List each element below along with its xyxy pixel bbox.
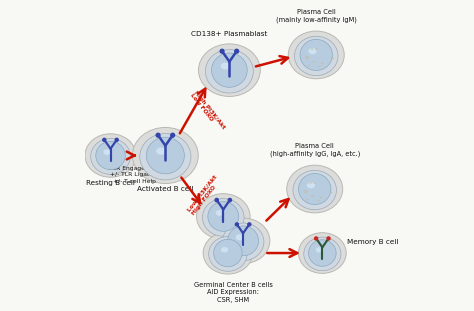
- Ellipse shape: [309, 48, 317, 54]
- Ellipse shape: [320, 197, 322, 198]
- Ellipse shape: [228, 198, 232, 202]
- Ellipse shape: [321, 63, 324, 64]
- Ellipse shape: [216, 218, 270, 264]
- Text: BCR Engagement
+/- TLR Ligation
+/- T cell Help: BCR Engagement +/- TLR Ligation +/- T ce…: [108, 166, 161, 183]
- Ellipse shape: [306, 199, 309, 201]
- Ellipse shape: [214, 239, 242, 267]
- Ellipse shape: [132, 128, 198, 183]
- Ellipse shape: [299, 174, 331, 205]
- Text: Germinal Center B cells
AID Expression:
CSR, SHM: Germinal Center B cells AID Expression: …: [194, 282, 273, 303]
- Text: CD138+ Plasmablast: CD138+ Plasmablast: [191, 31, 267, 37]
- Ellipse shape: [170, 132, 175, 138]
- Ellipse shape: [214, 198, 219, 202]
- Ellipse shape: [305, 191, 308, 193]
- Ellipse shape: [203, 232, 253, 274]
- Ellipse shape: [85, 134, 136, 177]
- Ellipse shape: [247, 222, 252, 227]
- Ellipse shape: [313, 182, 316, 184]
- Ellipse shape: [303, 190, 306, 192]
- Ellipse shape: [228, 226, 258, 256]
- Ellipse shape: [156, 147, 166, 155]
- Ellipse shape: [311, 48, 313, 50]
- Ellipse shape: [208, 202, 239, 231]
- Ellipse shape: [221, 63, 230, 69]
- Ellipse shape: [315, 48, 318, 50]
- Ellipse shape: [330, 192, 333, 193]
- Ellipse shape: [304, 192, 307, 193]
- Text: Resting B cell: Resting B cell: [86, 180, 135, 186]
- Ellipse shape: [309, 240, 336, 266]
- Ellipse shape: [311, 195, 314, 197]
- Ellipse shape: [219, 49, 225, 54]
- Ellipse shape: [140, 133, 191, 180]
- Ellipse shape: [115, 138, 119, 142]
- Ellipse shape: [332, 58, 334, 59]
- Ellipse shape: [236, 234, 244, 240]
- Text: High PI3K/Akt
Low FOXO: High PI3K/Akt Low FOXO: [189, 90, 226, 133]
- Ellipse shape: [306, 58, 308, 59]
- Ellipse shape: [316, 247, 323, 253]
- Ellipse shape: [314, 236, 319, 241]
- Ellipse shape: [307, 182, 315, 188]
- Ellipse shape: [293, 170, 337, 210]
- Ellipse shape: [211, 53, 247, 87]
- Ellipse shape: [221, 247, 228, 253]
- Ellipse shape: [209, 237, 247, 271]
- Ellipse shape: [308, 65, 310, 67]
- Ellipse shape: [234, 49, 239, 54]
- Ellipse shape: [102, 138, 107, 142]
- Ellipse shape: [155, 132, 161, 138]
- Ellipse shape: [294, 36, 338, 76]
- Ellipse shape: [199, 44, 260, 96]
- Ellipse shape: [287, 165, 343, 213]
- Ellipse shape: [103, 149, 111, 155]
- Ellipse shape: [309, 182, 312, 184]
- Ellipse shape: [313, 61, 315, 63]
- Ellipse shape: [319, 66, 321, 67]
- Ellipse shape: [288, 31, 344, 79]
- Text: Plasma Cell
(mainly low-affinity IgM): Plasma Cell (mainly low-affinity IgM): [276, 9, 356, 23]
- Ellipse shape: [299, 233, 346, 273]
- Text: Memory B cell: Memory B cell: [347, 239, 399, 245]
- Text: Plasma Cell
(high-affinity IgG, IgA, etc.): Plasma Cell (high-affinity IgG, IgA, etc…: [270, 143, 360, 157]
- Ellipse shape: [146, 137, 184, 174]
- Text: Low PI3K/Akt
High FOXO: Low PI3K/Akt High FOXO: [187, 174, 223, 216]
- Ellipse shape: [96, 141, 125, 170]
- Ellipse shape: [304, 237, 341, 271]
- Ellipse shape: [300, 39, 332, 71]
- Ellipse shape: [202, 199, 244, 236]
- Ellipse shape: [197, 194, 250, 239]
- Ellipse shape: [307, 57, 310, 58]
- Ellipse shape: [216, 210, 224, 216]
- Ellipse shape: [205, 49, 254, 93]
- Text: Activated B cell: Activated B cell: [137, 186, 193, 192]
- Ellipse shape: [305, 56, 307, 58]
- Ellipse shape: [91, 138, 130, 174]
- Ellipse shape: [317, 200, 319, 201]
- Ellipse shape: [326, 236, 331, 241]
- Ellipse shape: [235, 222, 239, 227]
- Ellipse shape: [222, 223, 264, 261]
